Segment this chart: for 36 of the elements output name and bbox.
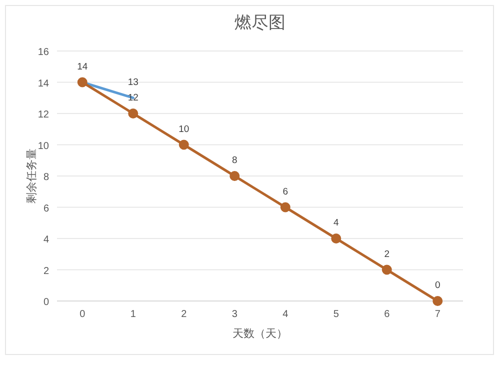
y-tick-label: 6 bbox=[43, 203, 50, 214]
point bbox=[280, 202, 290, 212]
x-tick-label: 6 bbox=[384, 309, 390, 320]
data-label: 4 bbox=[333, 218, 339, 228]
point bbox=[178, 140, 189, 150]
x-tick-label: 5 bbox=[333, 309, 340, 320]
point bbox=[432, 296, 443, 306]
point bbox=[230, 171, 240, 181]
point bbox=[77, 77, 88, 88]
y-axis-title: 剩余任务量 bbox=[26, 148, 38, 204]
x-axis-title: 天数（天） bbox=[232, 328, 288, 340]
data-label: 0 bbox=[434, 280, 440, 291]
point bbox=[128, 108, 138, 118]
y-tick-label: 12 bbox=[38, 110, 50, 120]
chart-title: 燃尽图 bbox=[234, 13, 286, 32]
data-label: 14 bbox=[77, 61, 88, 72]
y-tick-label: 14 bbox=[38, 78, 50, 90]
x-tick-label: 1 bbox=[130, 309, 136, 320]
data-label: 2 bbox=[384, 248, 390, 260]
y-tick-label: 4 bbox=[43, 234, 50, 246]
y-tick-label: 2 bbox=[43, 266, 50, 277]
x-tick-label: 4 bbox=[282, 309, 289, 320]
point bbox=[382, 264, 392, 275]
y-tick-label: 10 bbox=[38, 140, 50, 152]
y-tick-label: 8 bbox=[43, 172, 50, 183]
data-label: 10 bbox=[178, 124, 190, 135]
point bbox=[331, 234, 342, 244]
x-tick-label: 2 bbox=[181, 309, 188, 320]
data-label: 13 bbox=[128, 76, 138, 88]
y-tick-label: 0 bbox=[43, 297, 50, 308]
y-tick-label: 16 bbox=[38, 47, 50, 58]
data-label: 6 bbox=[282, 186, 288, 198]
x-tick-label: 3 bbox=[232, 309, 238, 320]
x-tick-label: 0 bbox=[80, 309, 86, 320]
data-label: 8 bbox=[232, 155, 238, 166]
x-tick-label: 7 bbox=[434, 309, 441, 320]
